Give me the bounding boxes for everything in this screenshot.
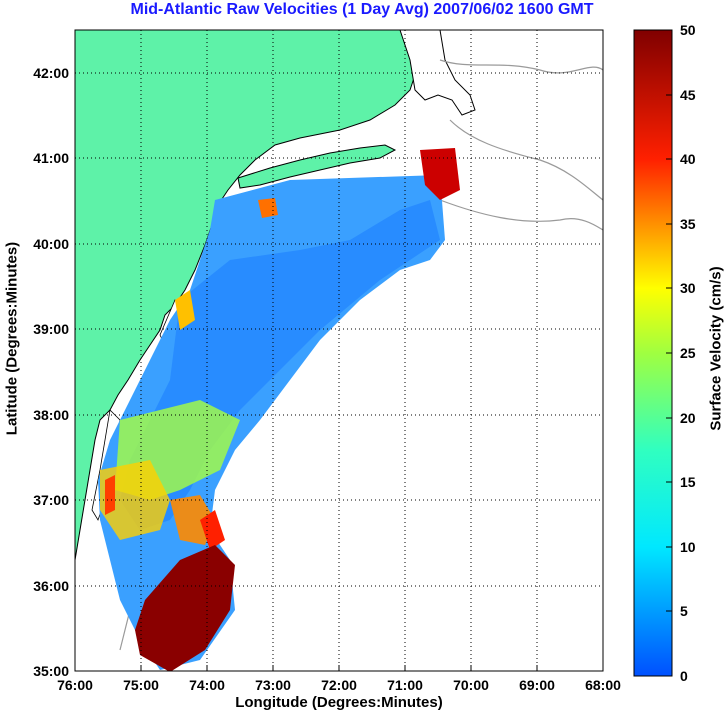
colorbar-tick-label: 40 xyxy=(680,151,696,167)
colorbar-tick-label: 30 xyxy=(680,280,696,296)
lon-tick-label: 70:00 xyxy=(453,677,489,693)
map-title: Mid-Atlantic Raw Velocities (1 Day Avg) … xyxy=(130,1,594,18)
lat-tick-label: 38:00 xyxy=(33,407,69,423)
colorbar-tick-label: 5 xyxy=(680,603,688,619)
land-cape-cod xyxy=(399,30,476,116)
lat-tick-label: 42:00 xyxy=(33,65,69,81)
lat-tick-label: 40:00 xyxy=(33,236,69,252)
velocity-field xyxy=(98,148,460,671)
lat-tick-label: 37:00 xyxy=(33,492,69,508)
lon-tick-label: 69:00 xyxy=(519,677,555,693)
colorbar-ticks xyxy=(666,29,672,677)
colorbar-tick-label: 20 xyxy=(680,410,696,426)
lat-tick-label: 41:00 xyxy=(33,150,69,166)
lon-tick-label: 74:00 xyxy=(189,677,225,693)
lat-tick-label: 35:00 xyxy=(33,663,69,679)
colorbar-tick-label: 50 xyxy=(680,22,696,38)
colorbar-tick-label: 10 xyxy=(680,539,696,555)
lat-tick-label: 36:00 xyxy=(33,578,69,594)
colorbar-tick-label: 0 xyxy=(680,668,688,684)
land-long-island xyxy=(237,144,397,189)
lon-tick-label: 72:00 xyxy=(321,677,357,693)
land-mainland xyxy=(75,30,421,561)
longitude-tick-labels: 76:00 75:00 74:00 73:00 72:00 71:00 70:0… xyxy=(57,677,621,693)
map-area xyxy=(75,30,603,671)
colorbar-tick-label: 45 xyxy=(680,87,696,103)
colorbar-tick-label: 15 xyxy=(680,474,696,490)
lon-tick-label: 76:00 xyxy=(57,677,93,693)
latitude-tick-labels: 35:00 36:00 37:00 38:00 39:00 40:00 41:0… xyxy=(33,65,69,679)
colorbar-tick-labels: 0 5 10 15 20 25 30 35 40 45 50 xyxy=(680,22,696,684)
colorbar-tick-label: 25 xyxy=(680,345,696,361)
lon-tick-label: 68:00 xyxy=(585,677,621,693)
lon-tick-label: 75:00 xyxy=(123,677,159,693)
lon-tick-label: 73:00 xyxy=(255,677,291,693)
lat-tick-label: 39:00 xyxy=(33,321,69,337)
lon-tick-label: 71:00 xyxy=(387,677,423,693)
x-axis-label: Longitude (Degrees:Minutes) xyxy=(235,694,443,711)
colorbar-tick-label: 35 xyxy=(680,216,696,232)
grid-lines xyxy=(75,30,603,671)
axis-ticks xyxy=(74,665,604,671)
